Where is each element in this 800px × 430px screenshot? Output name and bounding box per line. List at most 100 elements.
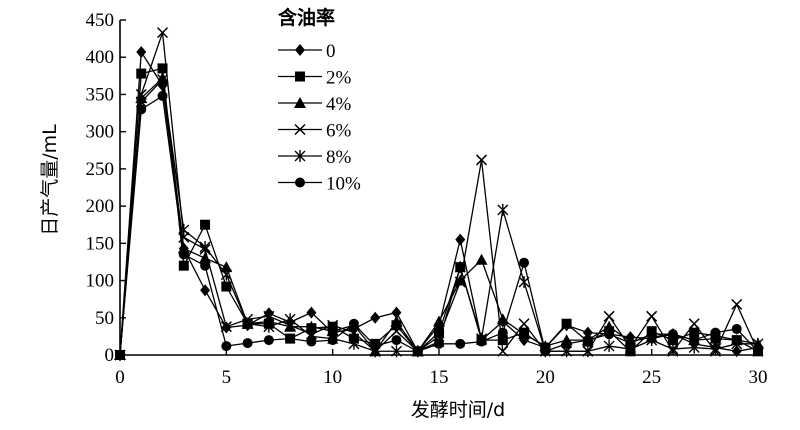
data-point [646, 310, 658, 322]
data-point [157, 63, 168, 74]
data-point [221, 341, 232, 352]
y-tick-label: 300 [86, 122, 115, 143]
data-point [603, 340, 615, 353]
x-tick-label: 30 [749, 367, 768, 388]
data-point [434, 327, 444, 338]
data-point [667, 329, 678, 340]
data-point [348, 318, 359, 329]
data-point [327, 335, 338, 346]
y-axis-title: 日产气量/mL [39, 124, 61, 236]
y-tick-label: 150 [86, 233, 115, 254]
marker-stroke [220, 321, 232, 333]
x-tick-label: 5 [222, 367, 232, 388]
y-tick-label: 250 [86, 159, 115, 180]
legend-label: 10% [326, 174, 361, 195]
data-point [136, 104, 147, 115]
legend-label: 8% [326, 147, 352, 168]
data-point [497, 327, 508, 338]
legend-entry: 10% [278, 174, 361, 195]
data-point [667, 343, 679, 356]
marker-stroke [646, 310, 658, 322]
data-point [625, 338, 636, 349]
data-point [157, 73, 169, 86]
data-point [390, 315, 403, 327]
legend-label: 6% [326, 121, 352, 142]
data-point [326, 325, 339, 337]
axes-layer: 0 50 100 150 200 250 300 350 400 450 0 5 10 15 20 25 30 [86, 10, 768, 388]
data-point [582, 326, 593, 339]
legend-label: 0 [326, 41, 336, 62]
data-point [305, 320, 318, 332]
marker-stroke [476, 154, 488, 166]
data-point [753, 346, 763, 357]
x-tick-label: 20 [536, 367, 555, 388]
data-point [497, 345, 509, 357]
y-tick-label: 350 [86, 84, 115, 105]
data-point [390, 325, 402, 337]
data-point [242, 317, 254, 330]
data-point [709, 332, 722, 344]
data-point [582, 335, 593, 346]
data-point [455, 338, 466, 349]
data-point [646, 329, 657, 340]
series-line [119, 49, 759, 356]
data-point [178, 260, 189, 271]
data-point [604, 329, 615, 340]
marker-stroke [497, 345, 509, 357]
data-point [561, 318, 572, 329]
data-point [731, 345, 742, 358]
x-tick-label: 0 [115, 367, 125, 388]
marker-stroke [263, 310, 275, 322]
x-axis-title: 发酵时间/d [411, 399, 505, 421]
data-point [220, 321, 232, 333]
data-point [688, 318, 700, 330]
y-tick-label: 200 [86, 196, 115, 217]
y-tick-label: 400 [86, 47, 115, 68]
data-point [412, 346, 423, 357]
data-point [454, 261, 466, 274]
legend-marker [294, 123, 306, 136]
data-point [348, 337, 360, 350]
data-point [306, 336, 317, 347]
data-point [220, 261, 233, 273]
data-point [519, 257, 530, 268]
data-point [200, 284, 211, 297]
series-line [119, 67, 759, 356]
series-layer [114, 27, 764, 361]
data-point [157, 27, 169, 39]
data-point [476, 154, 488, 166]
y-tick-label: 50 [95, 308, 114, 329]
legend-title: 含油率 [278, 6, 335, 29]
data-point [603, 320, 616, 332]
data-point [370, 311, 381, 324]
data-point [157, 90, 168, 101]
data-point [518, 318, 530, 330]
data-point [475, 253, 488, 265]
data-point [242, 338, 253, 349]
data-point [391, 306, 402, 319]
x-tick-label: 15 [430, 367, 449, 388]
series-line [119, 76, 759, 356]
legend-marker [295, 71, 305, 82]
data-point [434, 338, 444, 349]
marker-stroke [518, 318, 530, 330]
x-tick-label: 10 [323, 367, 342, 388]
data-point [731, 337, 743, 350]
data-point [178, 249, 189, 260]
data-point [136, 46, 147, 59]
marker-stroke [603, 310, 615, 322]
data-point [497, 335, 508, 346]
data-point [540, 346, 551, 357]
series-3 [114, 72, 764, 360]
x-tick-label: 25 [642, 367, 661, 388]
y-tick-label: 450 [86, 10, 115, 31]
marker-stroke [327, 319, 339, 331]
data-point [689, 335, 700, 346]
legend-marker [294, 150, 306, 162]
data-point [476, 336, 487, 347]
data-point [327, 319, 339, 331]
data-point [710, 327, 721, 338]
legend-entry: 2% [278, 68, 352, 89]
